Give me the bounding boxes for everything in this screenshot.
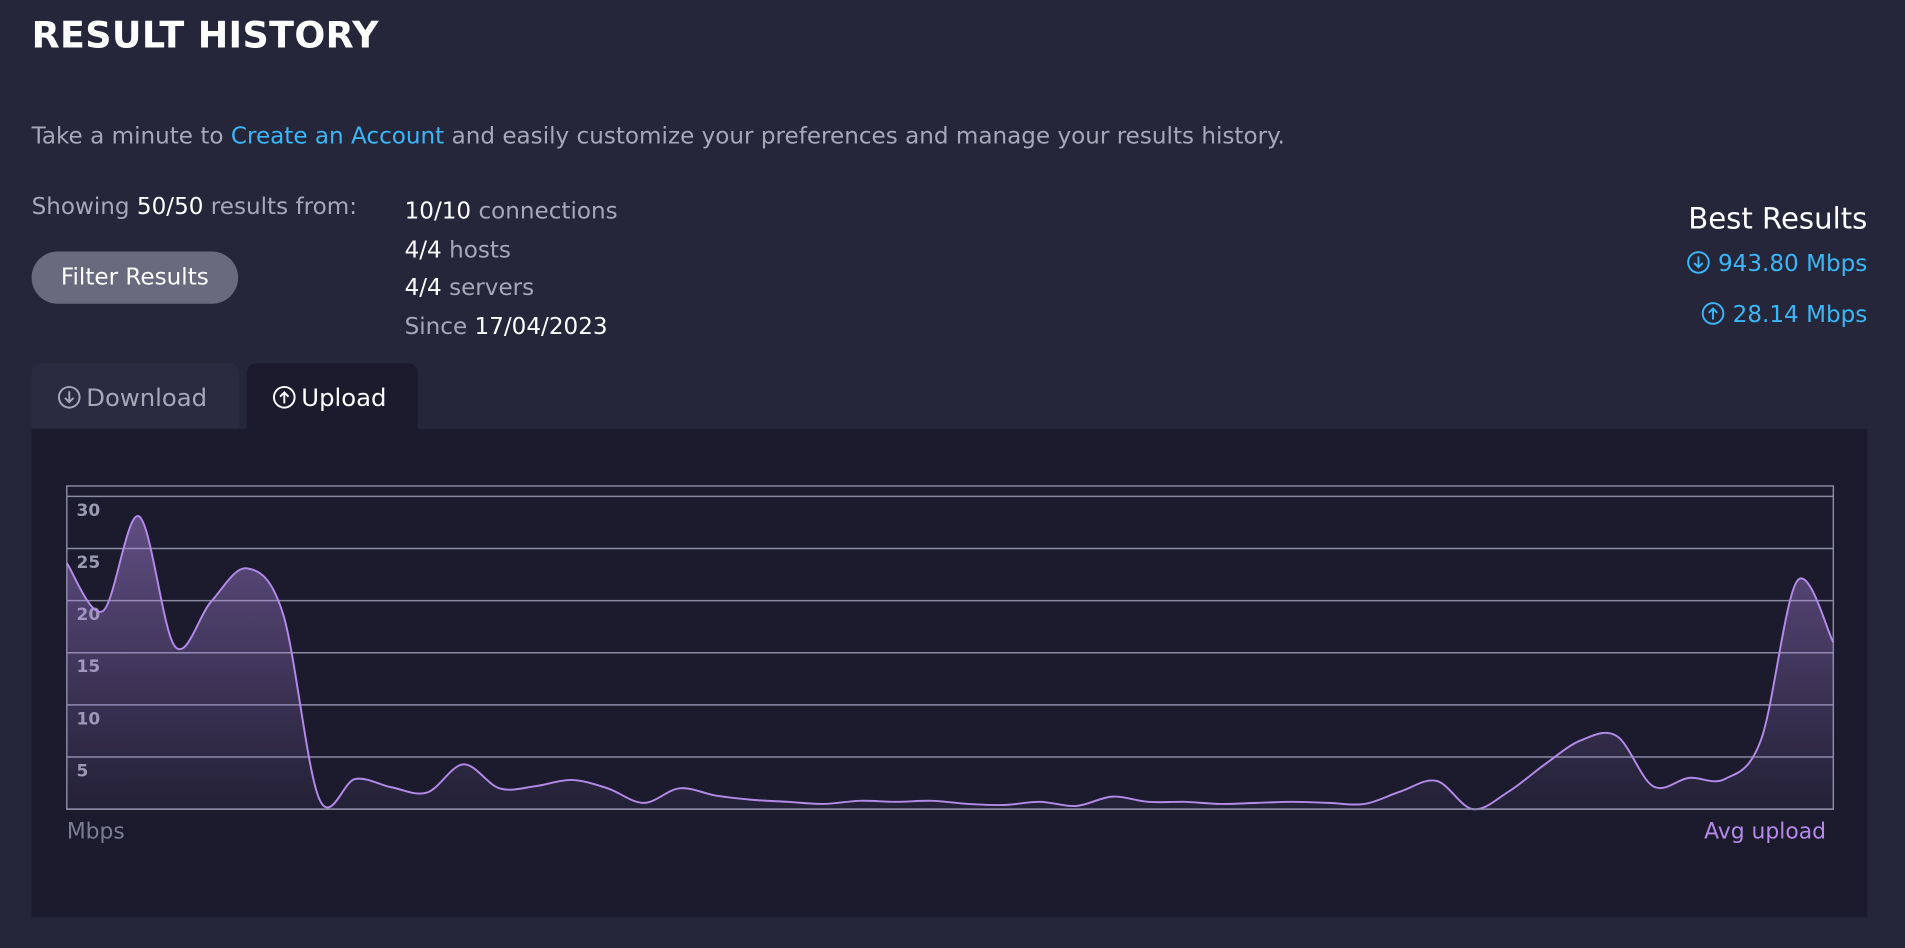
stat-value: 4/4: [404, 274, 442, 302]
best-title: Best Results: [1688, 201, 1868, 236]
create-account-link[interactable]: Create an Account: [230, 122, 445, 150]
stat: 4/4 hosts: [405, 231, 618, 269]
intro-text: Take a minute to Create an Account and e…: [32, 123, 1285, 150]
tab-label: Upload: [301, 382, 387, 412]
showing-count: 50/50: [136, 193, 204, 220]
download-tab[interactable]: Download: [31, 363, 240, 431]
area-fill: [66, 515, 1834, 810]
stat-label: servers: [449, 274, 535, 302]
showing-text: Showing 50/50 results from:: [32, 193, 357, 220]
stats: 10/10 connections 4/4 hosts 4/4 servers …: [405, 193, 618, 346]
intro-before: Take a minute to: [31, 122, 224, 150]
stat-label: hosts: [449, 236, 511, 264]
best-upload: 28.14 Mbps: [1686, 301, 1867, 352]
stat-value: 4/4: [404, 236, 442, 264]
intro-after: and easily customize your preferences an…: [451, 122, 1285, 150]
since-date: 17/04/2023: [474, 312, 608, 340]
best-upload-value: 28.14 Mbps: [1732, 301, 1868, 329]
showing-suffix: results from:: [210, 193, 357, 220]
showing-prefix: Showing: [31, 193, 130, 220]
download-icon: [1687, 251, 1710, 274]
since: Since 17/04/2023: [405, 308, 618, 346]
upload-icon: [1701, 302, 1725, 325]
page-title: RESULT HISTORY: [31, 14, 379, 58]
stat-value: 10/10: [404, 198, 472, 225]
series-line: [66, 515, 1835, 811]
stat-label: connections: [478, 198, 618, 225]
upload-tab[interactable]: Upload: [246, 363, 418, 431]
legend-label: Avg upload: [1704, 819, 1826, 844]
y-axis-label: Mbps: [67, 819, 125, 844]
filter-button[interactable]: Filter Results: [31, 251, 239, 304]
best-download-value: 943.80 Mbps: [1717, 250, 1868, 278]
upload-icon: [272, 385, 296, 409]
tab-label: Download: [86, 382, 208, 412]
stat: 4/4 servers: [405, 270, 618, 308]
y-tick-label: 30: [77, 501, 101, 521]
download-icon: [57, 385, 81, 409]
y-tick-label: 25: [77, 553, 101, 573]
best-download: 943.80 Mbps: [1686, 250, 1867, 301]
best-results: Best Results 943.80 Mbps 28.14 Mbps: [1686, 202, 1867, 353]
stat: 10/10 connections: [405, 193, 618, 231]
chart-panel: [31, 428, 1868, 918]
since-label: Since: [404, 312, 468, 340]
